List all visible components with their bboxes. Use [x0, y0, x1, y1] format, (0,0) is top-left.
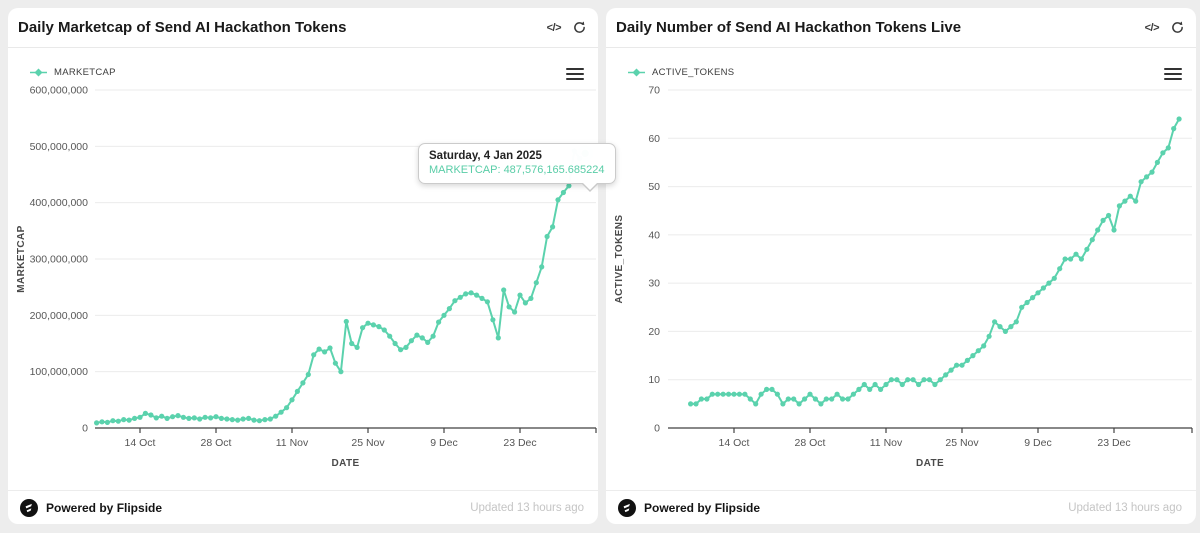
legend-label: ACTIVE_TOKENS	[652, 67, 735, 78]
svg-text:11 Nov: 11 Nov	[870, 437, 903, 449]
powered-by-link[interactable]: Powered by Flipside	[46, 500, 163, 515]
svg-text:0: 0	[82, 423, 88, 435]
flipside-logo-icon	[20, 498, 38, 517]
svg-text:50: 50	[648, 181, 660, 193]
active-tokens-line-chart: 70 60 50 40 30 20 10 0 14 Oct 28 Oct 11 Nov 25 Nov 9…	[614, 85, 1193, 469]
legend-item-active-tokens[interactable]: ACTIVE_TOKENS	[628, 67, 734, 78]
data-points	[94, 148, 588, 426]
svg-text:200,000,000: 200,000,000	[30, 310, 89, 322]
chart-body: MARKETCAP 600,000,000 500,000,000 400,000,…	[8, 48, 616, 490]
code-icon[interactable]: </>	[546, 21, 562, 34]
flipside-logo-icon	[618, 498, 636, 517]
tooltip-date: Saturday, 4 Jan 2025	[429, 150, 542, 162]
svg-text:14 Oct: 14 Oct	[719, 437, 750, 449]
marketcap-line-chart: 600,000,000 500,000,000 400,000,000 300,000…	[16, 85, 597, 469]
card-header: Daily Number of Send AI Hackathon Tokens…	[606, 8, 1196, 48]
data-line	[95, 149, 587, 424]
tooltip-value: MARKETCAP: 487,576,165.685224	[429, 164, 605, 176]
svg-text:100,000,000: 100,000,000	[30, 366, 89, 378]
chart-tooltip: Saturday, 4 Jan 2025 MARKETCAP: 487,576,…	[418, 143, 616, 192]
svg-text:9 Dec: 9 Dec	[1024, 437, 1051, 449]
chart-body: ACTIVE_TOKENS 70 60 50 40 30 20 10 0 14 Oct 28 Oc…	[606, 48, 1196, 490]
updated-timestamp: Updated 13 hours ago	[1068, 501, 1182, 514]
svg-text:25 Nov: 25 Nov	[945, 437, 979, 449]
svg-text:14 Oct: 14 Oct	[125, 437, 156, 449]
svg-text:DATE: DATE	[331, 458, 359, 469]
svg-text:500,000,000: 500,000,000	[30, 141, 89, 153]
legend-marker-icon	[30, 68, 47, 77]
chart-title: Daily Number of Send AI Hackathon Tokens…	[616, 19, 962, 36]
svg-text:28 Oct: 28 Oct	[795, 437, 826, 449]
svg-text:70: 70	[648, 85, 660, 97]
code-icon[interactable]: </>	[1144, 21, 1160, 34]
y-axis-title: ACTIVE_TOKENS	[614, 215, 625, 304]
powered-by-link[interactable]: Powered by Flipside	[644, 500, 761, 515]
card-footer: Powered by Flipside Updated 13 hours ago	[8, 490, 598, 524]
refresh-icon[interactable]	[573, 21, 586, 34]
data-line	[689, 118, 1181, 405]
legend-marker-icon	[628, 68, 645, 77]
svg-text:20: 20	[648, 326, 660, 338]
svg-text:25 Nov: 25 Nov	[351, 437, 385, 449]
header-icons: </>	[547, 21, 586, 34]
chart-title: Daily Marketcap of Send AI Hackathon Tok…	[18, 19, 347, 36]
header-icons: </>	[1145, 21, 1184, 34]
y-axis-title: MARKETCAP	[16, 225, 27, 293]
chart-menu-icon[interactable]	[1164, 68, 1182, 80]
x-axis: 14 Oct 28 Oct 11 Nov 25 Nov 9 Dec 23 Dec DATE	[95, 427, 597, 469]
svg-text:9 Dec: 9 Dec	[430, 437, 457, 449]
legend-label: MARKETCAP	[54, 67, 116, 78]
svg-text:600,000,000: 600,000,000	[30, 85, 89, 97]
active-tokens-chart-card: Daily Number of Send AI Hackathon Tokens…	[606, 8, 1196, 524]
svg-text:23 Dec: 23 Dec	[503, 437, 536, 449]
refresh-icon[interactable]	[1171, 21, 1184, 34]
svg-text:23 Dec: 23 Dec	[1097, 437, 1130, 449]
card-footer: Powered by Flipside Updated 13 hours ago	[606, 490, 1196, 524]
svg-text:30: 30	[648, 278, 660, 290]
svg-text:40: 40	[648, 229, 660, 241]
marketcap-chart-card: Daily Marketcap of Send AI Hackathon Tok…	[8, 8, 616, 524]
svg-text:DATE: DATE	[916, 458, 944, 469]
svg-text:0: 0	[654, 423, 660, 435]
svg-text:60: 60	[648, 133, 660, 145]
svg-text:10: 10	[648, 374, 660, 386]
updated-timestamp: Updated 13 hours ago	[470, 501, 584, 514]
svg-text:28 Oct: 28 Oct	[201, 437, 232, 449]
x-axis: 14 Oct 28 Oct 11 Nov 25 Nov 9 Dec 23 Dec DATE	[668, 427, 1193, 469]
gridlines: 600,000,000 500,000,000 400,000,000 300,000…	[30, 85, 596, 435]
svg-text:300,000,000: 300,000,000	[30, 254, 89, 266]
legend-item-marketcap[interactable]: MARKETCAP	[30, 67, 116, 78]
data-points	[688, 116, 1182, 407]
chart-menu-icon[interactable]	[566, 68, 584, 80]
svg-text:11 Nov: 11 Nov	[276, 437, 309, 449]
svg-text:400,000,000: 400,000,000	[30, 197, 89, 209]
card-header: Daily Marketcap of Send AI Hackathon Tok…	[8, 8, 598, 48]
